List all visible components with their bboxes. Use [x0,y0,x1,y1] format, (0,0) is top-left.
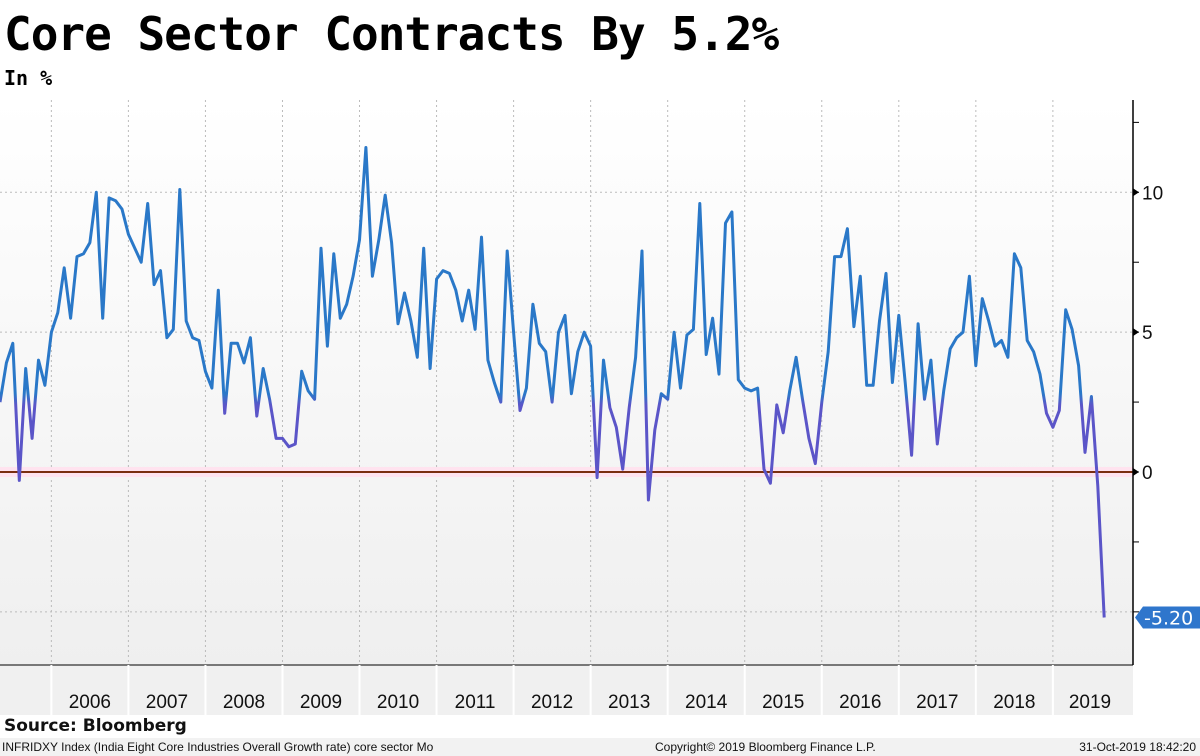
line-chart: 10 5 0 2006 2007 2008 2009 2010 2011 2012 2013 201… [0,100,1200,715]
x-tick-label: 2018 [993,692,1035,713]
y-tick-label: 0 [1142,463,1153,484]
y-tick-label: 5 [1142,323,1153,344]
x-tick-label: 2008 [223,692,265,713]
y-tick-label: 10 [1142,183,1163,204]
copyright: Copyright© 2019 Bloomberg Finance L.P. [655,740,876,754]
x-tick-label: 2013 [608,692,650,713]
chart-subtitle: In % [4,66,53,90]
x-tick-label: 2009 [300,692,342,713]
plot-background [0,100,1133,665]
x-tick-label: 2010 [377,692,419,713]
chart-title: Core Sector Contracts By 5.2% [4,7,779,61]
zero-line-group [0,467,1133,478]
y-tick-arrow [1133,188,1139,197]
x-ticks: 2006 2007 2008 2009 2010 2011 2012 2013 2014 2015… [50,665,1111,715]
x-tick-label: 2019 [1069,692,1111,713]
footer-bar: INFRIDXY Index (India Eight Core Industr… [0,738,1200,756]
last-value-label: -5.20 [1144,607,1193,629]
source-label: Source: Bloomberg [4,716,187,736]
gridlines [0,100,1133,665]
last-value-badge-shape [1135,606,1200,629]
last-value-badge: -5.20 [1135,606,1200,629]
x-tick-label: 2016 [839,692,881,713]
x-tick-label: 2011 [455,692,496,713]
timestamp: 31-Oct-2019 18:42:20 [1079,740,1196,754]
x-tick-label: 2014 [685,692,728,713]
x-tick-label: 2017 [916,692,958,713]
x-axis-band [0,665,1133,715]
x-tick-label: 2006 [69,692,111,713]
x-tick-label: 2015 [762,692,804,713]
y-tick-arrow [1133,328,1139,337]
x-tick-label: 2007 [146,692,188,713]
series-description: INFRIDXY Index (India Eight Core Industr… [2,740,434,754]
y-tick-arrow [1133,468,1139,477]
x-tick-label: 2012 [531,692,573,713]
series-line [0,146,1106,618]
y-ticks: 10 5 0 [1133,121,1163,613]
